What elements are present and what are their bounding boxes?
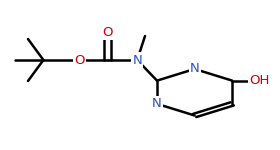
Text: OH: OH <box>249 74 269 87</box>
Text: N: N <box>132 54 142 66</box>
Text: N: N <box>152 97 162 110</box>
Text: O: O <box>74 54 85 66</box>
Text: N: N <box>190 63 199 75</box>
Text: O: O <box>102 26 113 39</box>
